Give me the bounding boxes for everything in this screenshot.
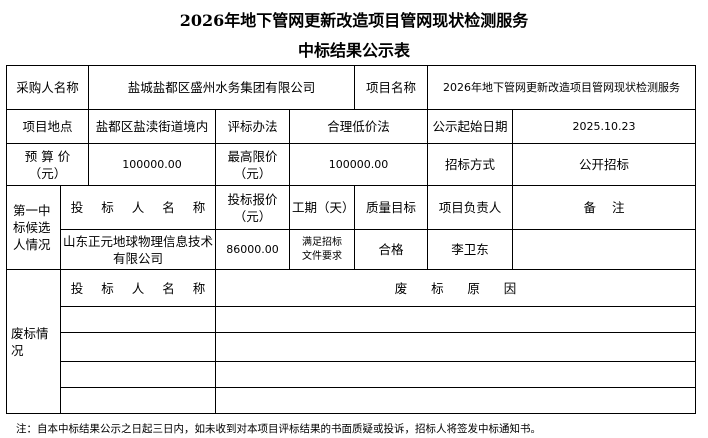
candidate-header-duration: 工期（天） bbox=[289, 185, 355, 230]
candidate-header-name: 投 标 人 名 称 bbox=[60, 185, 216, 230]
rejected-row-name bbox=[60, 361, 216, 388]
rejected-header-name: 投 标 人 名 称 bbox=[60, 269, 216, 307]
method-label: 评标办法 bbox=[215, 109, 290, 144]
tender-method-label: 招标方式 bbox=[427, 143, 513, 186]
footnote: 注：自本中标结果公示之日起三日内，如未收到对本项目评标结果的书面质疑或投诉，招标… bbox=[16, 423, 541, 435]
budget-label: 预 算 价（元） bbox=[6, 143, 89, 186]
candidate-header-manager: 项目负责人 bbox=[427, 185, 513, 230]
purchaser-value: 盐城盐都区盛州水务集团有限公司 bbox=[88, 65, 355, 110]
candidate-manager: 李卫东 bbox=[427, 229, 513, 270]
candidate-header-quality: 质量目标 bbox=[354, 185, 428, 230]
page-subtitle: 中标结果公示表 bbox=[297, 41, 410, 60]
rejected-section-label: 废标情况 bbox=[6, 269, 61, 414]
purchaser-label: 采购人名称 bbox=[6, 65, 89, 110]
candidate-header-price: 投标报价（元） bbox=[215, 185, 290, 230]
rejected-row-name bbox=[60, 387, 216, 414]
candidate-price: 86000.00 bbox=[215, 229, 290, 270]
candidate-header-remark: 备 注 bbox=[512, 185, 696, 230]
max-price-value: 100000.00 bbox=[289, 143, 428, 186]
method-value: 合理低价法 bbox=[289, 109, 428, 144]
rejected-row-name bbox=[60, 332, 216, 362]
rejected-row-reason bbox=[215, 387, 696, 414]
start-date-value: 2025.10.23 bbox=[512, 109, 696, 144]
candidate-quality: 合格 bbox=[354, 229, 428, 270]
candidate-section-label: 第一中标候选人情况 bbox=[6, 185, 61, 270]
budget-value: 100000.00 bbox=[88, 143, 216, 186]
candidate-duration: 满足招标文件要求 bbox=[289, 229, 355, 270]
start-date-label: 公示起始日期 bbox=[427, 109, 513, 144]
location-value: 盐都区盐渎街道境内 bbox=[88, 109, 216, 144]
rejected-row-reason bbox=[215, 332, 696, 362]
rejected-row-reason bbox=[215, 306, 696, 333]
location-label: 项目地点 bbox=[6, 109, 89, 144]
project-name-value: 2026年地下管网更新改造项目管网现状检测服务 bbox=[427, 65, 696, 110]
candidate-name: 山东正元地球物理信息技术有限公司 bbox=[60, 229, 216, 270]
candidate-remark bbox=[512, 229, 696, 270]
project-name-label: 项目名称 bbox=[354, 65, 428, 110]
rejected-header-reason: 废 标 原 因 bbox=[215, 269, 696, 307]
max-price-label: 最高限价（元） bbox=[215, 143, 290, 186]
page-title: 2026年地下管网更新改造项目管网现状检测服务 bbox=[179, 11, 529, 30]
rejected-row-name bbox=[60, 306, 216, 333]
tender-method-value: 公开招标 bbox=[512, 143, 696, 186]
rejected-row-reason bbox=[215, 361, 696, 388]
